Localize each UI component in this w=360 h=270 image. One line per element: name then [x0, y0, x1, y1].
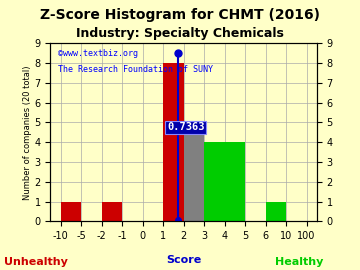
- X-axis label: Score: Score: [166, 255, 201, 265]
- Text: Unhealthy: Unhealthy: [4, 257, 68, 267]
- Text: Healthy: Healthy: [275, 257, 323, 267]
- Bar: [204, 142, 245, 221]
- Text: ©www.textbiz.org: ©www.textbiz.org: [58, 49, 138, 58]
- Bar: [266, 202, 286, 221]
- Bar: [60, 202, 81, 221]
- Bar: [184, 122, 204, 221]
- Text: Industry: Specialty Chemicals: Industry: Specialty Chemicals: [76, 27, 284, 40]
- Bar: [102, 202, 122, 221]
- Text: Z-Score Histogram for CHMT (2016): Z-Score Histogram for CHMT (2016): [40, 8, 320, 22]
- Text: 0.7363: 0.7363: [167, 122, 204, 132]
- Text: The Research Foundation of SUNY: The Research Foundation of SUNY: [58, 65, 213, 74]
- Bar: [163, 63, 184, 221]
- Y-axis label: Number of companies (20 total): Number of companies (20 total): [23, 65, 32, 200]
